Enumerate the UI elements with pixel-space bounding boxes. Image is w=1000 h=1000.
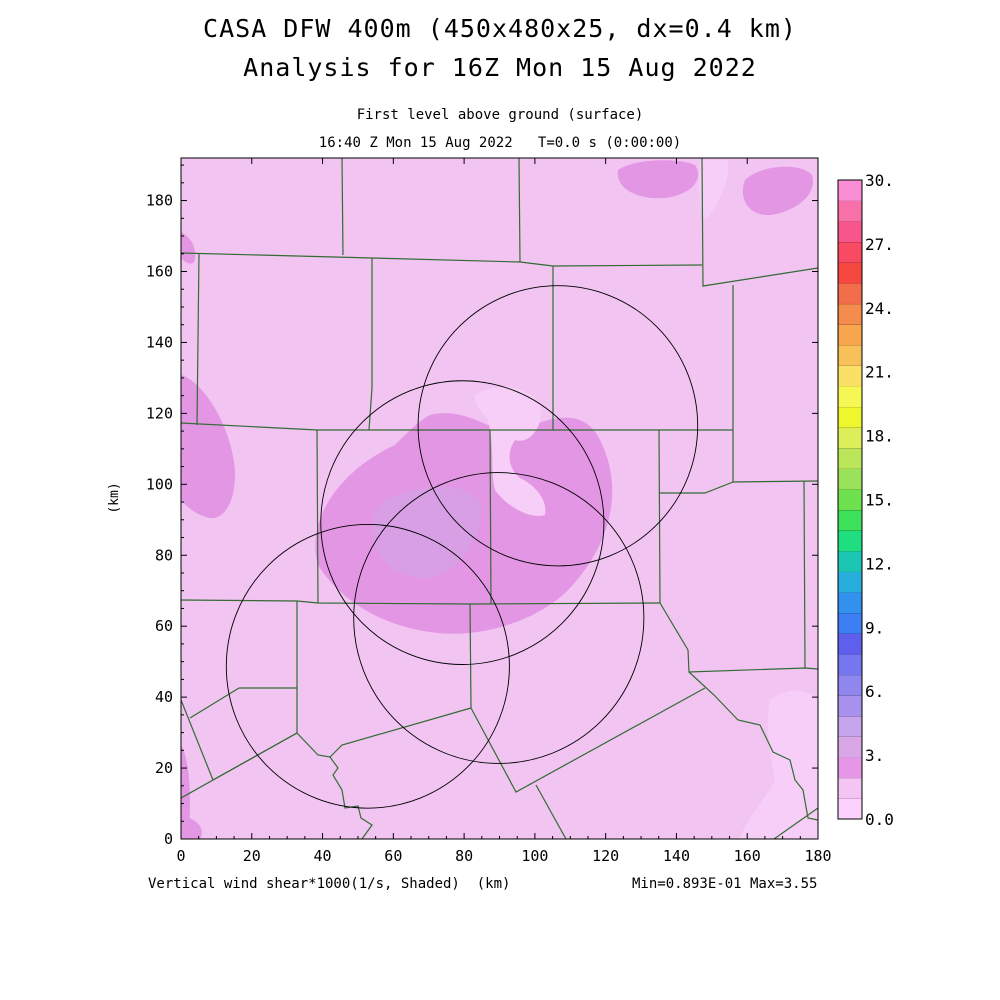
radar-range-ring <box>320 380 605 665</box>
colorbar-swatch <box>838 324 862 346</box>
colorbar-swatch <box>838 736 862 758</box>
y-tick-label: 20 <box>155 759 173 777</box>
colorbar: 30. 27. 24. 21. 18. 15. 12. 9. 6. 3. 0.0 <box>837 171 894 829</box>
y-tick-label: 60 <box>155 617 173 635</box>
shear-mid-region <box>372 486 481 579</box>
colorbar-label: 6. <box>865 682 884 701</box>
x-tick-label: 0 <box>176 847 185 865</box>
radar-rings <box>225 285 699 809</box>
level-label: First level above ground (surface) <box>356 107 644 123</box>
colorbar-label: 15. <box>865 491 894 510</box>
shear-s-spot <box>181 815 202 839</box>
y-tick-label: 0 <box>164 830 173 848</box>
x-tick-label: 160 <box>734 847 761 865</box>
y-tick-label: 160 <box>146 263 173 281</box>
colorbar-swatch <box>838 715 862 737</box>
colorbar-swatch <box>838 406 862 428</box>
colorbar-swatch <box>838 200 862 222</box>
colorbar-swatch <box>838 798 862 820</box>
colorbar-swatch <box>838 180 862 201</box>
x-tick-label: 140 <box>663 847 690 865</box>
colorbar-swatch <box>838 303 862 325</box>
shear-ne-light <box>698 160 729 220</box>
x-tick-label: 120 <box>592 847 619 865</box>
colorbar-swatch <box>838 241 862 263</box>
shear-ne-region-b <box>742 166 813 216</box>
axes: 0 20 40 60 80 100 120 140 160 180 0 20 40 60 80 100 120 1… <box>146 158 832 865</box>
colorbar-swatch <box>838 386 862 408</box>
shear-low-spot <box>474 387 546 516</box>
colorbar-swatch <box>838 530 862 552</box>
colorbar-label: 0.0 <box>865 810 894 829</box>
colorbar-swatch <box>838 612 862 634</box>
colorbar-swatch <box>838 592 862 614</box>
y-tick-label: 140 <box>146 333 173 351</box>
shear-ne-region-a <box>617 160 699 199</box>
y-axis-label: (km) <box>107 482 122 513</box>
shaded-field <box>181 158 818 839</box>
chart-title: CASA DFW 400m (450x480x25, dx=0.4 km) <box>203 14 797 43</box>
y-tick-label: 40 <box>155 688 173 706</box>
colorbar-swatch <box>838 344 862 366</box>
colorbar-swatch <box>838 427 862 449</box>
min-max-label: Min=0.893E-01 Max=3.55 <box>632 876 818 892</box>
colorbar-swatch <box>838 262 862 284</box>
field-description: Vertical wind shear*1000(1/s, Shaded) (k… <box>148 876 511 892</box>
colorbar-swatch <box>838 633 862 655</box>
colorbar-swatch <box>838 365 862 387</box>
colorbar-label: 21. <box>865 363 894 382</box>
shear-se-light <box>740 690 818 839</box>
shear-west-region <box>181 375 236 519</box>
colorbar-swatch <box>838 757 862 779</box>
colorbar-label: 3. <box>865 746 884 765</box>
colorbar-swatch <box>838 695 862 717</box>
radar-range-ring <box>417 285 699 567</box>
colorbar-label: 24. <box>865 299 894 318</box>
shear-west-edge <box>181 232 196 264</box>
chart-subtitle: Analysis for 16Z Mon 15 Aug 2022 <box>243 53 757 82</box>
county-borders <box>181 158 818 839</box>
colorbar-label: 9. <box>865 618 884 637</box>
colorbar-label: 30. <box>865 171 894 190</box>
x-tick-label: 180 <box>804 847 831 865</box>
x-tick-label: 40 <box>314 847 332 865</box>
x-tick-label: 20 <box>243 847 261 865</box>
colorbar-swatch <box>838 571 862 593</box>
colorbar-swatch <box>838 654 862 676</box>
colorbar-swatch <box>838 221 862 243</box>
colorbar-swatch <box>838 447 862 469</box>
colorbar-label: 18. <box>865 427 894 446</box>
time-label: 16:40 Z Mon 15 Aug 2022 T=0.0 s (0:00:00… <box>318 135 682 151</box>
colorbar-swatch <box>838 283 862 304</box>
y-tick-label: 100 <box>146 475 173 493</box>
y-tick-label: 180 <box>146 192 173 210</box>
colorbar-label: 27. <box>865 235 894 254</box>
colorbar-swatch <box>838 468 862 490</box>
radar-range-ring <box>353 472 645 764</box>
colorbar-label: 12. <box>865 554 894 573</box>
x-tick-label: 100 <box>521 847 548 865</box>
x-tick-label: 60 <box>384 847 402 865</box>
colorbar-swatch <box>838 509 862 531</box>
colorbar-swatch <box>838 777 862 799</box>
x-tick-label: 80 <box>455 847 473 865</box>
radar-range-ring <box>225 523 510 809</box>
y-tick-label: 80 <box>155 546 173 564</box>
colorbar-swatch <box>838 551 862 572</box>
colorbar-swatch <box>838 489 862 511</box>
colorbar-swatch <box>838 674 862 696</box>
y-tick-label: 120 <box>146 404 173 422</box>
colorbar-frame <box>837 179 863 820</box>
